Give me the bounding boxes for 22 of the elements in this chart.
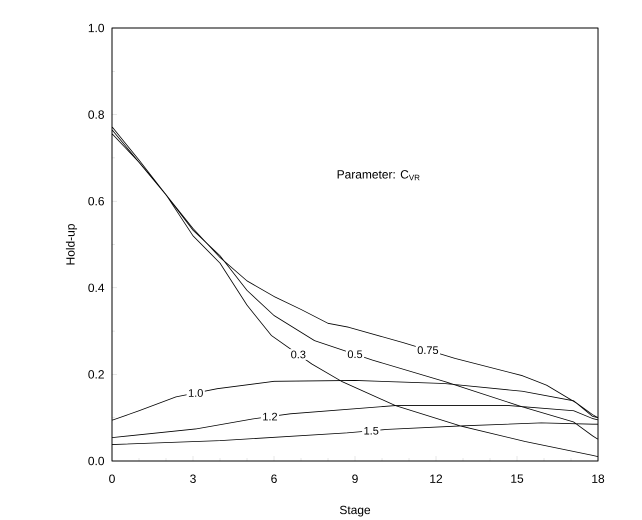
series-label: 1.5 [364, 427, 378, 435]
annotation: Parameter: C$_{VR}$ [338, 170, 420, 180]
y-tick-label: 0.8 [88, 110, 104, 119]
x-axis-title: Stage [340, 506, 370, 517]
y-tick-label: 0.2 [88, 370, 104, 379]
y-axis-title: Hold-up [66, 224, 78, 265]
y-tick-label: 0.4 [88, 284, 104, 292]
x-tick-label: 12 [430, 474, 442, 483]
x-tick-label: 3 [190, 474, 196, 483]
series-label: 0.75 [418, 346, 438, 354]
series-label: 1.0 [188, 389, 203, 397]
y-tick-label: 1.0 [88, 24, 104, 32]
x-tick-label: 18 [592, 474, 604, 483]
y-tick-label: 0.0 [88, 456, 104, 466]
x-tick-label: 9 [352, 474, 358, 483]
series-label: 0.5 [348, 350, 362, 358]
x-tick-label: 0 [109, 474, 115, 483]
x-tick-label: 6 [271, 474, 277, 483]
series-label: 0.3 [291, 350, 306, 358]
series-label: 1.2 [263, 412, 278, 420]
y-tick-label: 0.6 [88, 197, 104, 206]
x-tick-label: 15 [511, 474, 524, 483]
